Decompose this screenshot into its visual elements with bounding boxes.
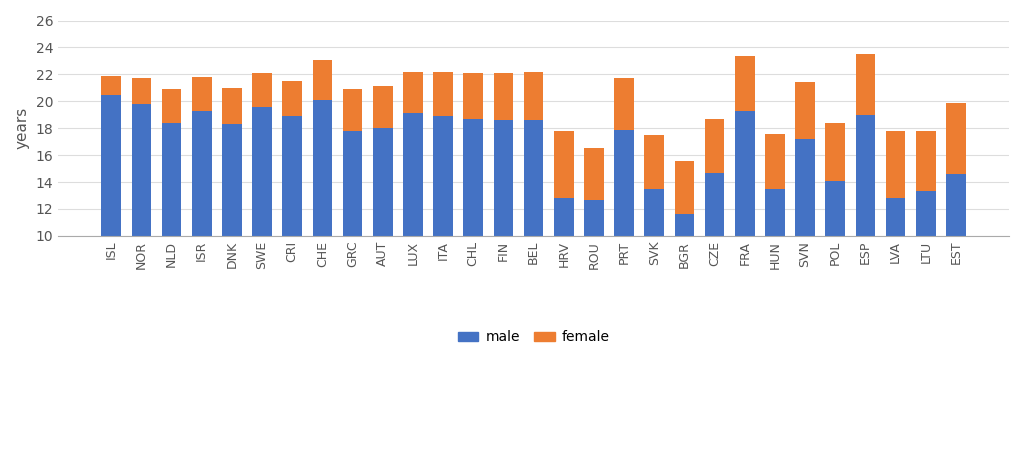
Bar bbox=[343, 89, 362, 131]
Bar bbox=[524, 120, 544, 236]
Bar bbox=[886, 131, 905, 198]
Bar bbox=[433, 72, 453, 116]
Bar bbox=[554, 131, 573, 198]
Bar bbox=[886, 198, 905, 236]
Bar bbox=[856, 115, 876, 236]
Bar bbox=[584, 199, 604, 236]
Bar bbox=[131, 78, 152, 104]
Bar bbox=[162, 123, 181, 236]
Bar bbox=[373, 87, 392, 128]
Bar bbox=[735, 55, 755, 110]
Bar bbox=[946, 103, 966, 174]
Bar bbox=[373, 128, 392, 236]
Bar bbox=[825, 181, 845, 236]
Bar bbox=[705, 119, 724, 173]
Bar bbox=[796, 83, 815, 139]
Bar bbox=[283, 116, 302, 236]
Bar bbox=[101, 76, 121, 95]
Bar bbox=[222, 124, 242, 236]
Bar bbox=[101, 95, 121, 236]
Bar bbox=[554, 198, 573, 236]
Bar bbox=[644, 189, 665, 236]
Y-axis label: years: years bbox=[15, 107, 30, 149]
Bar bbox=[614, 129, 634, 236]
Bar bbox=[283, 81, 302, 116]
Bar bbox=[946, 174, 966, 236]
Bar bbox=[403, 72, 423, 113]
Bar bbox=[343, 131, 362, 236]
Bar bbox=[494, 73, 513, 120]
Bar bbox=[312, 100, 332, 236]
Bar bbox=[464, 73, 483, 119]
Bar bbox=[252, 106, 271, 236]
Bar bbox=[644, 135, 665, 189]
Bar bbox=[494, 120, 513, 236]
Bar bbox=[252, 73, 271, 106]
Bar bbox=[162, 89, 181, 123]
Bar bbox=[464, 119, 483, 236]
Bar bbox=[312, 60, 332, 100]
Bar bbox=[765, 133, 784, 189]
Bar bbox=[403, 113, 423, 236]
Bar bbox=[856, 54, 876, 115]
Bar bbox=[765, 189, 784, 236]
Bar bbox=[614, 78, 634, 129]
Bar bbox=[222, 88, 242, 124]
Bar bbox=[675, 161, 694, 214]
Bar bbox=[796, 139, 815, 236]
Bar bbox=[916, 131, 936, 192]
Bar bbox=[675, 214, 694, 236]
Bar bbox=[584, 148, 604, 199]
Bar bbox=[131, 104, 152, 236]
Bar bbox=[524, 72, 544, 120]
Bar bbox=[191, 110, 212, 236]
Bar bbox=[735, 110, 755, 236]
Bar bbox=[191, 77, 212, 110]
Bar bbox=[916, 192, 936, 236]
Bar bbox=[433, 116, 453, 236]
Bar bbox=[825, 123, 845, 181]
Bar bbox=[705, 173, 724, 236]
Legend: male, female: male, female bbox=[452, 325, 615, 350]
